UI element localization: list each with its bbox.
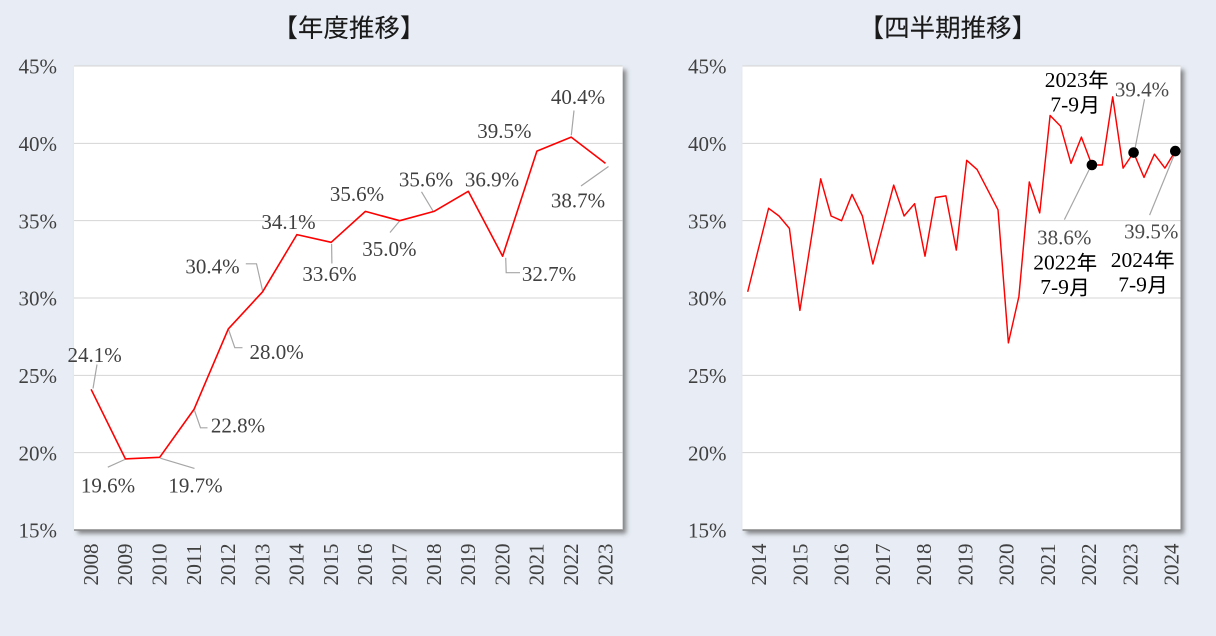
svg-text:2024: 2024 <box>1111 248 1154 272</box>
svg-text:45%: 45% <box>19 55 58 79</box>
svg-text:2022: 2022 <box>559 544 583 586</box>
svg-text:2013: 2013 <box>250 544 274 586</box>
svg-text:2018: 2018 <box>422 544 446 586</box>
svg-text:7-9: 7-9 <box>1118 273 1147 297</box>
svg-text:2017: 2017 <box>388 544 412 586</box>
svg-text:38.6%: 38.6% <box>1037 225 1091 249</box>
svg-text:30.4%: 30.4% <box>185 254 239 278</box>
svg-text:35.6%: 35.6% <box>330 182 384 206</box>
svg-text:2015: 2015 <box>319 544 343 586</box>
svg-text:2024: 2024 <box>1160 543 1184 586</box>
svg-text:39.4%: 39.4% <box>1115 77 1169 101</box>
svg-text:40%: 40% <box>19 132 58 156</box>
svg-text:20%: 20% <box>688 441 727 465</box>
svg-text:30%: 30% <box>688 287 727 311</box>
svg-text:2020: 2020 <box>995 544 1019 586</box>
svg-text:2023: 2023 <box>1118 544 1142 586</box>
svg-text:39.5%: 39.5% <box>477 119 531 143</box>
svg-text:40.4%: 40.4% <box>551 85 605 109</box>
svg-text:19.6%: 19.6% <box>81 473 135 497</box>
svg-text:2011: 2011 <box>182 544 206 585</box>
svg-text:2019: 2019 <box>953 544 977 586</box>
svg-text:2022: 2022 <box>1033 250 1076 274</box>
svg-text:7-9: 7-9 <box>1040 275 1069 299</box>
svg-text:15%: 15% <box>688 519 727 543</box>
svg-text:32.7%: 32.7% <box>522 262 576 286</box>
svg-text:2023: 2023 <box>593 544 617 586</box>
svg-text:2016: 2016 <box>353 544 377 586</box>
svg-text:7-9: 7-9 <box>1050 93 1079 117</box>
svg-text:36.9%: 36.9% <box>465 167 519 191</box>
svg-text:35.0%: 35.0% <box>362 237 416 261</box>
svg-text:35%: 35% <box>688 209 727 233</box>
svg-text:25%: 25% <box>19 364 58 388</box>
svg-text:2012: 2012 <box>216 544 240 586</box>
svg-text:2019: 2019 <box>456 544 480 586</box>
svg-text:2018: 2018 <box>912 544 936 586</box>
svg-text:30%: 30% <box>19 287 58 311</box>
svg-text:2014: 2014 <box>285 543 309 586</box>
svg-text:2022: 2022 <box>1077 544 1101 586</box>
svg-text:19.7%: 19.7% <box>168 473 222 497</box>
svg-text:2016: 2016 <box>830 544 854 586</box>
svg-text:33.6%: 33.6% <box>302 262 356 286</box>
svg-text:25%: 25% <box>688 364 727 388</box>
svg-text:24.1%: 24.1% <box>67 343 121 367</box>
svg-text:35.6%: 35.6% <box>399 167 453 191</box>
svg-text:15%: 15% <box>19 519 58 543</box>
svg-text:2015: 2015 <box>788 544 812 586</box>
svg-text:34.1%: 34.1% <box>261 210 315 234</box>
svg-text:20%: 20% <box>19 441 58 465</box>
svg-text:2021: 2021 <box>1036 544 1060 586</box>
svg-text:2008: 2008 <box>79 544 103 586</box>
svg-text:40%: 40% <box>688 132 727 156</box>
svg-text:2020: 2020 <box>490 544 514 586</box>
svg-text:45%: 45% <box>688 55 727 79</box>
svg-text:2017: 2017 <box>871 544 895 586</box>
svg-text:2010: 2010 <box>148 544 172 586</box>
svg-text:35%: 35% <box>19 209 58 233</box>
svg-text:2009: 2009 <box>113 544 137 586</box>
svg-text:22.8%: 22.8% <box>211 414 265 438</box>
svg-text:2023: 2023 <box>1045 68 1088 92</box>
svg-text:2021: 2021 <box>525 544 549 586</box>
svg-text:39.5%: 39.5% <box>1124 219 1178 243</box>
svg-text:28.0%: 28.0% <box>249 340 303 364</box>
svg-text:38.7%: 38.7% <box>551 188 605 212</box>
svg-text:2014: 2014 <box>747 543 771 586</box>
